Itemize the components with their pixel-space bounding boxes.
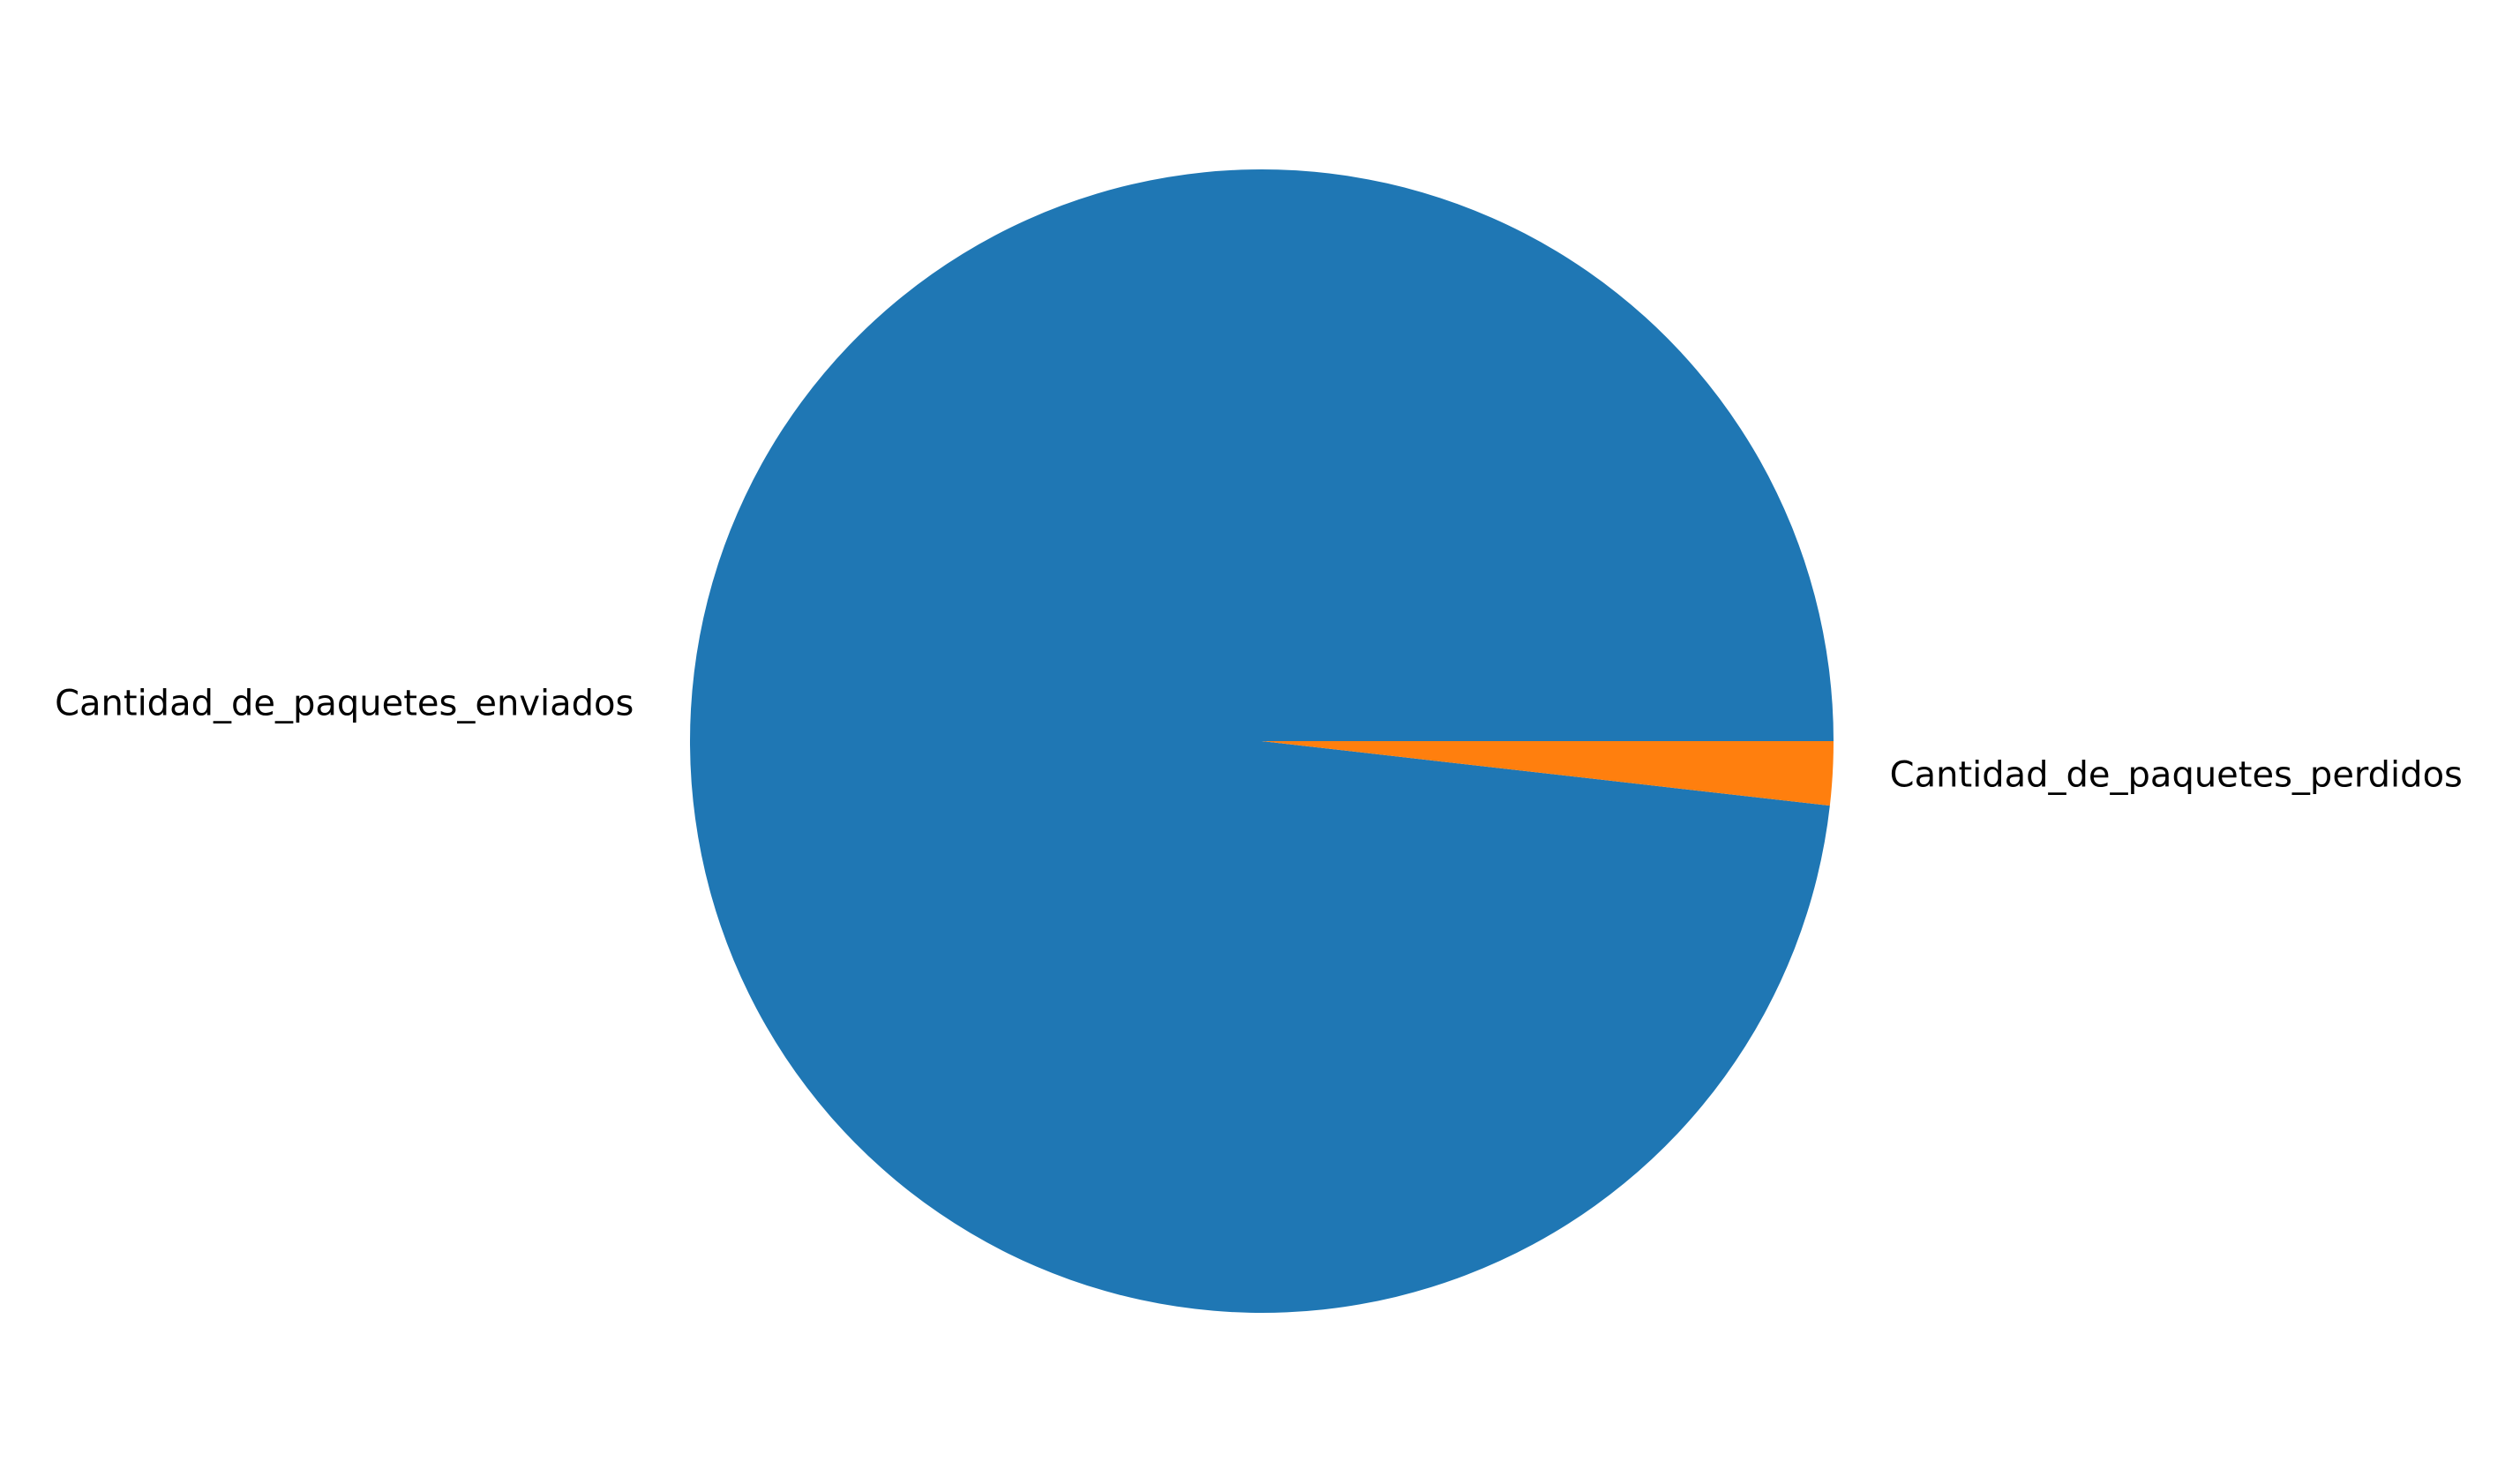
- pie-label-1: Cantidad_de_paquetes_enviados: [55, 684, 634, 724]
- pie-slices: [689, 169, 1834, 1313]
- pie-label-2: Cantidad_de_paquetes_perdidos: [1890, 754, 2463, 795]
- pie-slice-2: [1262, 741, 1834, 806]
- pie-slice-1: [689, 169, 1834, 1313]
- pie-labels: Cantidad_de_paquetes_enviados Cantidad_de…: [55, 684, 2463, 796]
